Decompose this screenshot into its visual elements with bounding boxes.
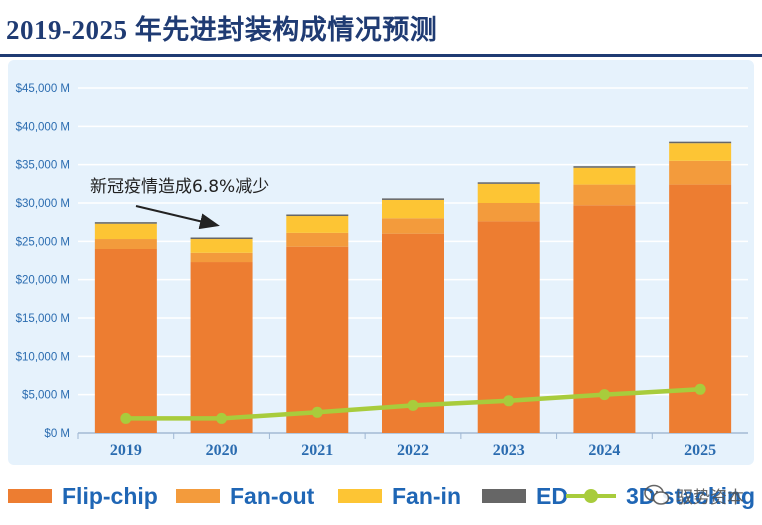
bar-fan-in-2021 xyxy=(286,216,349,233)
bar-fan-in-2023 xyxy=(477,183,540,203)
bar-flip-chip-2025 xyxy=(669,184,732,433)
legend-swatch-ed xyxy=(482,489,526,503)
point-3d-stacking xyxy=(311,406,323,418)
title-divider xyxy=(0,54,762,57)
y-tick-label: $15,000 M xyxy=(16,313,70,325)
annotation-arrow xyxy=(135,205,220,230)
bar-ed-2020 xyxy=(190,237,253,240)
y-tick-label: $35,000 M xyxy=(16,160,70,172)
legend: Flip-chip Fan-out Fan-in ED 3D stacking xyxy=(0,472,762,522)
bar-fan-out-2023 xyxy=(477,203,540,222)
annotation-text: 新冠疫情造成6.8%减少 xyxy=(90,177,269,197)
bar-flip-chip-2020 xyxy=(190,262,253,433)
bar-fan-out-2022 xyxy=(382,218,444,234)
y-tick-label: $0 M xyxy=(44,428,70,440)
x-tick-label: 2024 xyxy=(588,442,620,459)
legend-label-flip-chip: Flip-chip xyxy=(62,482,158,509)
x-tick-label: 2019 xyxy=(110,442,142,459)
legend-item-3d-stacking: 3D stacking xyxy=(566,482,755,510)
point-3d-stacking xyxy=(407,399,419,411)
point-3d-stacking xyxy=(216,412,228,424)
legend-swatch-3d-stacking xyxy=(566,489,616,503)
stacked-bar-chart: $0 M $5,000 M $10,000 M $15,000 M $20,000 M $… xyxy=(16,83,748,459)
bar-fan-out-2020 xyxy=(190,252,253,263)
x-tick-label: 2022 xyxy=(397,442,429,459)
bar-fan-out-2024 xyxy=(573,184,636,206)
bar-flip-chip-2022 xyxy=(382,233,444,433)
y-tick-label: $45,000 M xyxy=(16,83,70,95)
y-tick-label: $25,000 M xyxy=(16,236,70,248)
bar-fan-in-2020 xyxy=(190,239,253,253)
legend-label-fan-out: Fan-out xyxy=(230,482,315,509)
point-3d-stacking xyxy=(120,412,132,424)
legend-label-fan-in: Fan-in xyxy=(392,482,461,509)
legend-swatch-fan-out xyxy=(176,489,220,503)
x-tick-label: 2025 xyxy=(684,442,716,459)
bar-ed-2021 xyxy=(286,214,349,217)
y-tick-label: $30,000 M xyxy=(16,198,70,210)
legend-item-fan-out: Fan-out xyxy=(176,482,314,510)
bar-ed-2024 xyxy=(573,166,636,168)
wechat-icon xyxy=(644,484,670,505)
bar-fan-in-2024 xyxy=(573,167,636,185)
legend-label-ed: ED xyxy=(536,482,568,509)
legend-item-fan-in: Fan-in xyxy=(338,482,461,510)
bar-fan-out-2025 xyxy=(669,160,732,185)
x-tick-label: 2023 xyxy=(493,442,525,459)
point-3d-stacking xyxy=(598,389,610,401)
bar-flip-chip-2019 xyxy=(94,249,157,433)
y-tick-label: $10,000 M xyxy=(16,351,70,363)
watermark-text: 驭势资本 xyxy=(676,487,744,508)
bar-ed-2022 xyxy=(382,198,444,200)
legend-swatch-flip-chip xyxy=(8,489,52,503)
bar-ed-2019 xyxy=(94,222,157,224)
bar-flip-chip-2021 xyxy=(286,246,349,433)
legend-item-flip-chip: Flip-chip xyxy=(8,482,158,510)
y-tick-label: $40,000 M xyxy=(16,121,70,133)
bar-fan-out-2021 xyxy=(286,232,349,247)
bar-fan-in-2022 xyxy=(382,199,444,219)
watermark: 驭势资本 xyxy=(644,482,744,508)
point-3d-stacking xyxy=(694,383,706,395)
bar-fan-in-2025 xyxy=(669,143,732,161)
bar-fan-out-2019 xyxy=(94,239,157,249)
legend-item-ed: ED xyxy=(482,482,568,510)
y-tick-label: $20,000 M xyxy=(16,275,70,287)
bar-ed-2025 xyxy=(669,141,732,144)
bar-fan-in-2019 xyxy=(94,223,157,240)
x-tick-label: 2020 xyxy=(206,442,238,459)
x-tick-label: 2021 xyxy=(301,442,333,459)
bar-ed-2023 xyxy=(477,182,540,184)
y-tick-label: $5,000 M xyxy=(22,390,70,402)
point-3d-stacking xyxy=(503,395,515,407)
chart-title: 2019-2025 年先进封装构成情况预测 xyxy=(6,15,438,45)
legend-swatch-fan-in xyxy=(338,489,382,503)
chart-panel: $0 M $5,000 M $10,000 M $15,000 M $20,000 M $… xyxy=(8,60,754,465)
